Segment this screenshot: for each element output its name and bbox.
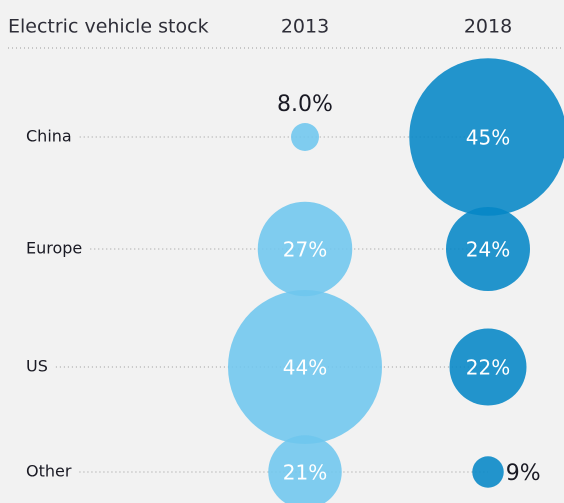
value-label: 27% — [283, 238, 327, 262]
bubble — [257, 201, 353, 297]
bubble — [268, 435, 342, 503]
column-header: 2018 — [464, 16, 512, 38]
category-label: Europe — [26, 239, 82, 258]
category-label: China — [26, 127, 72, 146]
value-label: 45% — [466, 126, 510, 150]
bubble — [446, 207, 530, 291]
bubble — [449, 328, 527, 406]
chart-title: Electric vehicle stock — [8, 16, 209, 38]
bubble — [228, 290, 382, 444]
bubble — [409, 58, 564, 216]
column-header: 2013 — [281, 16, 329, 38]
value-label: 44% — [283, 356, 327, 380]
bubble — [472, 456, 504, 488]
category-label: Other — [26, 462, 72, 481]
category-label: US — [26, 357, 48, 376]
value-label: 21% — [283, 461, 327, 485]
value-label: 8.0% — [277, 92, 333, 117]
value-label: 22% — [466, 356, 510, 380]
value-label: 9% — [506, 461, 541, 486]
bubble — [291, 123, 319, 151]
value-label: 24% — [466, 238, 510, 262]
